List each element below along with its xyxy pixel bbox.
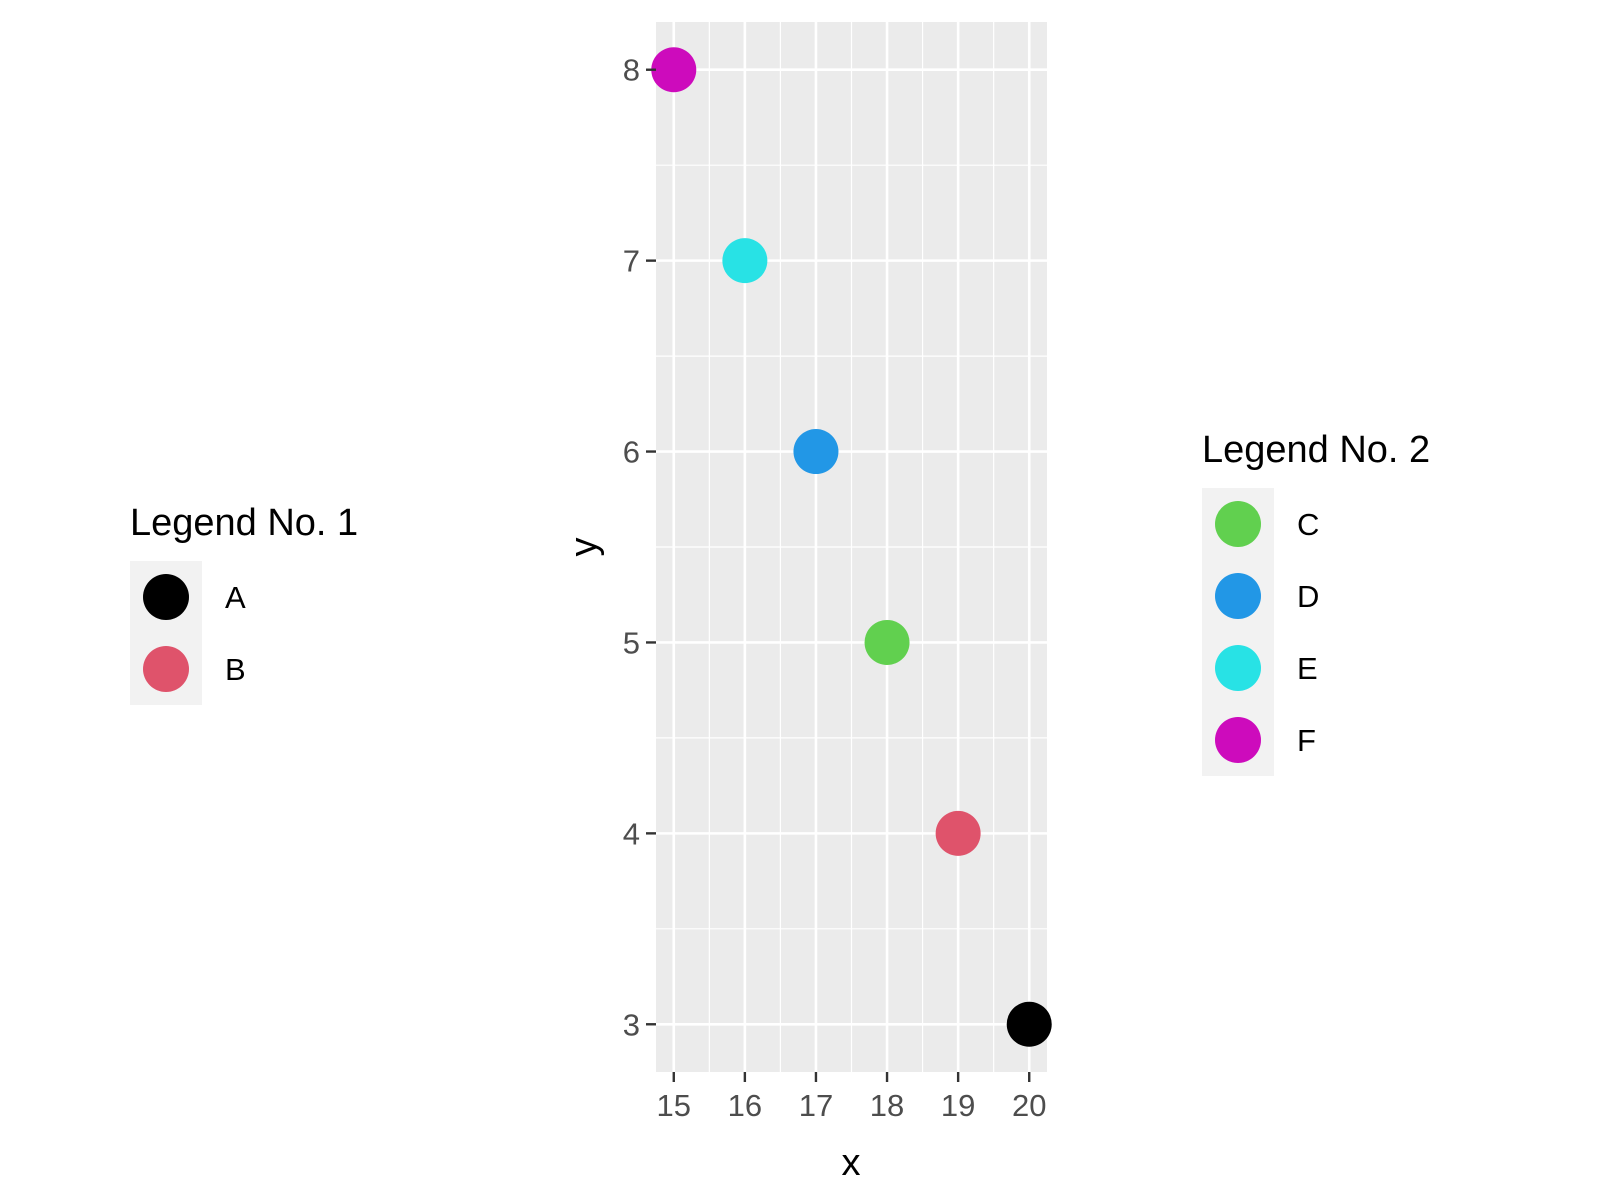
x-tick-label: 15	[657, 1088, 691, 1123]
legend-title: Legend No. 1	[130, 502, 358, 544]
legend-key-b	[143, 646, 189, 692]
legend-key-e	[1215, 645, 1261, 691]
legend-2: Legend No. 2 C D E F	[1202, 429, 1430, 776]
data-point-d	[793, 429, 839, 475]
y-axis-title: y	[563, 538, 605, 557]
x-axis: 15 16 17 18 19 20	[657, 1072, 1046, 1123]
legend-key-d	[1215, 573, 1261, 619]
data-points	[651, 47, 1052, 1047]
x-tick-label: 18	[870, 1088, 904, 1123]
legend-label-f: F	[1297, 723, 1316, 758]
legend-label-a: A	[225, 580, 246, 615]
legend-label-c: C	[1297, 507, 1319, 542]
legend-label-b: B	[225, 652, 246, 687]
y-tick-label: 3	[623, 1007, 640, 1042]
y-tick-label: 7	[623, 244, 640, 279]
data-point-f	[651, 47, 697, 93]
data-point-e	[722, 238, 768, 284]
data-point-a	[1006, 1001, 1052, 1047]
data-point-c	[864, 619, 910, 665]
x-tick-label: 17	[799, 1088, 833, 1123]
y-tick-label: 4	[623, 816, 640, 851]
grid-major	[656, 22, 1047, 1072]
legend-key-a	[143, 574, 189, 620]
x-tick-label: 19	[941, 1088, 975, 1123]
legend-title: Legend No. 2	[1202, 429, 1430, 471]
y-tick-label: 6	[623, 435, 640, 470]
x-axis-title: x	[842, 1142, 861, 1184]
x-tick-label: 16	[728, 1088, 762, 1123]
legend-key-f	[1215, 717, 1261, 763]
y-axis: 3 4 5 6 7 8	[623, 53, 656, 1042]
legend-1: Legend No. 1 A B	[130, 502, 358, 705]
legend-key-c	[1215, 501, 1261, 547]
y-tick-label: 8	[623, 53, 640, 88]
legend-label-d: D	[1297, 579, 1319, 614]
data-point-b	[935, 810, 981, 856]
grid-minor	[656, 22, 1047, 1072]
y-tick-label: 5	[623, 625, 640, 660]
x-tick-label: 20	[1012, 1088, 1046, 1123]
legend-label-e: E	[1297, 651, 1318, 686]
